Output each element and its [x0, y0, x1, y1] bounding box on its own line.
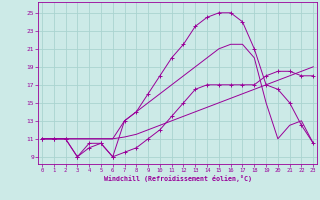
X-axis label: Windchill (Refroidissement éolien,°C): Windchill (Refroidissement éolien,°C): [104, 175, 252, 182]
